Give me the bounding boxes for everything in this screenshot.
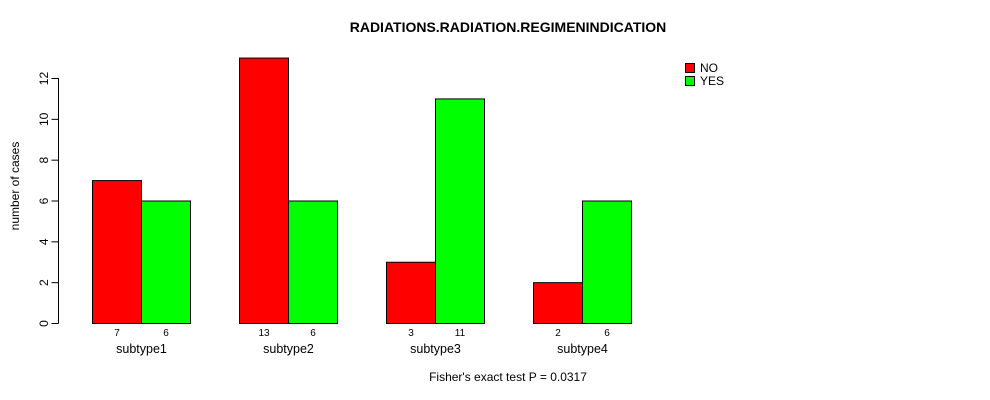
legend-swatch-no bbox=[685, 62, 695, 73]
bar-subtype4-no bbox=[533, 282, 583, 324]
legend-swatch-yes bbox=[685, 75, 695, 86]
footer-annotation: Fisher's exact test P = 0.0317 bbox=[429, 370, 587, 384]
legend: NO YES bbox=[685, 62, 724, 88]
bar-value-label-subtype1-yes: 6 bbox=[163, 328, 169, 339]
bar-value-label-subtype1-no: 7 bbox=[114, 328, 120, 339]
bar-value-label-subtype4-yes: 6 bbox=[604, 328, 610, 339]
y-tick-label: 8 bbox=[37, 157, 51, 164]
bar-value-label-subtype3-yes: 11 bbox=[455, 328, 466, 339]
chart-title: RADIATIONS.RADIATION.REGIMENINDICATION bbox=[349, 19, 667, 35]
x-category-label-subtype4: subtype4 bbox=[557, 342, 608, 356]
bar-subtype3-yes bbox=[435, 98, 485, 324]
x-category-label-subtype1: subtype1 bbox=[116, 342, 167, 356]
legend-label-no: NO bbox=[700, 60, 718, 75]
bar-value-label-subtype2-yes: 6 bbox=[310, 328, 316, 339]
bar-subtype2-no bbox=[239, 57, 289, 324]
y-tick-label: 0 bbox=[37, 320, 51, 327]
bar-value-label-subtype2-no: 13 bbox=[258, 328, 270, 339]
bar-value-label-subtype4-no: 2 bbox=[555, 328, 561, 339]
bar-subtype1-no bbox=[92, 180, 142, 324]
legend-label-yes: YES bbox=[700, 73, 725, 88]
y-tick-label: 2 bbox=[37, 279, 51, 286]
bar-subtype3-no bbox=[386, 261, 436, 324]
legend-item-no: NO bbox=[685, 60, 724, 75]
y-tick-label: 4 bbox=[37, 238, 51, 245]
bar-subtype4-yes bbox=[582, 200, 632, 324]
x-category-label-subtype3: subtype3 bbox=[410, 342, 461, 356]
bar-subtype2-yes bbox=[288, 200, 338, 324]
bar-value-label-subtype3-no: 3 bbox=[408, 328, 414, 339]
y-tick-label: 6 bbox=[37, 197, 51, 204]
y-tick-label: 10 bbox=[37, 112, 51, 126]
legend-item-yes: YES bbox=[685, 73, 725, 88]
x-category-label-subtype2: subtype2 bbox=[263, 342, 314, 356]
y-tick-label: 12 bbox=[37, 72, 51, 86]
bar-subtype1-yes bbox=[141, 200, 191, 324]
